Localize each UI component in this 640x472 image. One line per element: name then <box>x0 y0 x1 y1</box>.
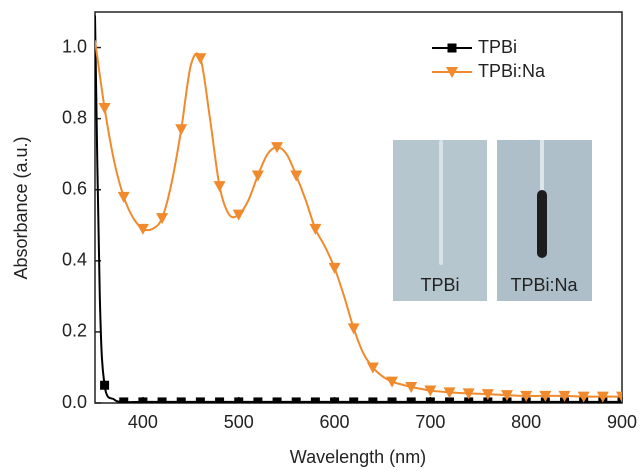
marker <box>558 390 571 402</box>
marker <box>156 213 169 225</box>
marker <box>117 191 130 203</box>
marker <box>616 391 622 403</box>
x-tick-label: 800 <box>511 412 541 432</box>
legend-label: TPBi:Na <box>478 61 546 81</box>
y-axis-label: Absorbance (a.u.) <box>11 136 31 279</box>
marker <box>136 223 149 235</box>
marker <box>368 397 378 403</box>
marker <box>251 170 264 182</box>
tube <box>439 140 443 265</box>
y-tick-label: 1.0 <box>62 36 87 56</box>
inset-label: TPBi:Na <box>510 275 578 295</box>
marker <box>520 390 533 402</box>
marker <box>425 397 435 403</box>
marker <box>386 376 399 388</box>
marker <box>483 397 493 403</box>
marker <box>234 397 244 403</box>
x-tick-label: 400 <box>128 412 158 432</box>
marker <box>119 397 129 403</box>
legend-marker <box>447 43 457 53</box>
marker <box>232 209 245 221</box>
marker <box>213 181 226 193</box>
x-tick-label: 600 <box>320 412 350 432</box>
marker <box>405 382 418 394</box>
marker <box>406 397 416 403</box>
marker <box>577 391 590 403</box>
marker <box>272 397 282 403</box>
marker <box>98 102 111 114</box>
marker <box>462 388 475 400</box>
marker <box>309 223 322 235</box>
marker <box>443 387 456 399</box>
marker <box>349 397 359 403</box>
legend-label: TPBi <box>478 37 517 57</box>
marker <box>424 385 437 397</box>
y-tick-label: 0.2 <box>62 321 87 341</box>
marker <box>596 391 609 403</box>
marker <box>464 397 474 403</box>
marker <box>215 397 225 403</box>
marker <box>291 397 301 403</box>
marker <box>481 389 494 401</box>
marker <box>310 397 320 403</box>
marker <box>253 397 263 403</box>
marker <box>366 362 379 374</box>
plot-frame <box>94 11 623 404</box>
x-tick-label: 900 <box>607 412 637 432</box>
marker <box>290 170 303 182</box>
marker <box>617 397 622 403</box>
legend-marker <box>446 67 458 78</box>
marker <box>195 397 205 403</box>
marker <box>100 380 110 390</box>
series-line <box>95 40 622 398</box>
marker <box>330 397 340 403</box>
inset-label: TPBi <box>420 275 459 295</box>
marker <box>138 397 148 403</box>
marker <box>176 397 186 403</box>
x-tick-label: 700 <box>415 412 445 432</box>
y-tick-label: 0.8 <box>62 107 87 127</box>
marker <box>445 397 455 403</box>
marker <box>157 397 167 403</box>
tube <box>540 140 544 195</box>
marker <box>194 53 207 65</box>
x-axis-label: Wavelength (nm) <box>290 447 426 467</box>
y-tick-label: 0.4 <box>62 250 87 270</box>
marker <box>347 323 360 335</box>
y-tick-label: 0.6 <box>62 178 87 198</box>
plot-area <box>95 15 622 403</box>
tube-filled <box>537 190 547 258</box>
x-tick-label: 500 <box>224 412 254 432</box>
y-tick-label: 0.0 <box>62 392 87 412</box>
marker <box>271 142 284 154</box>
marker <box>387 397 397 403</box>
marker <box>328 262 341 274</box>
inset-photos: TPBi TPBi:Na <box>393 140 592 301</box>
marker <box>539 390 552 402</box>
marker <box>175 124 188 136</box>
marker <box>501 390 514 402</box>
